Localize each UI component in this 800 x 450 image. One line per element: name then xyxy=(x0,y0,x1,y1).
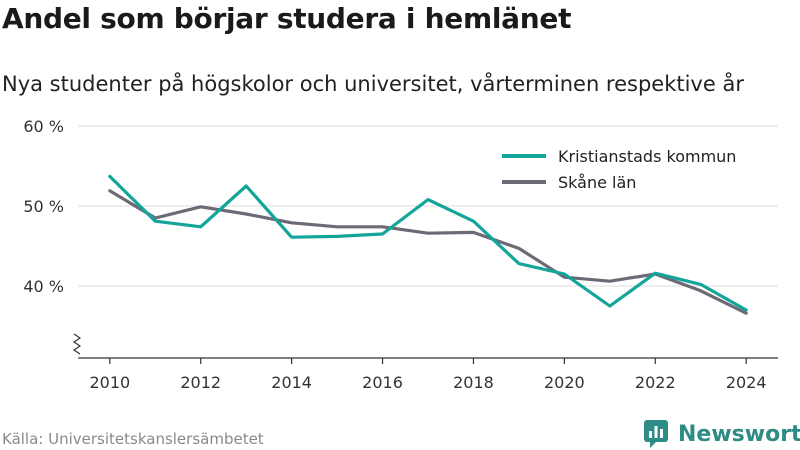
axis-break-icon xyxy=(72,333,82,355)
x-axis: 2010 2012 2014 2016 2018 2020 2022 2024 xyxy=(78,357,778,392)
chart-title: Andel som börjar studera i hemlänet xyxy=(2,2,572,35)
brand-name: Newsworthy xyxy=(678,421,800,447)
y-tick-label: 40 % xyxy=(23,277,64,296)
x-tick-label: 2016 xyxy=(362,373,403,392)
x-tick-label: 2010 xyxy=(89,373,130,392)
y-axis-ticks: 60 % 50 % 40 % xyxy=(23,117,82,355)
y-tick-label: 60 % xyxy=(23,117,64,136)
series-lines xyxy=(108,174,748,315)
source-note: Källa: Universitetskanslersämbetet xyxy=(2,430,264,448)
legend-label: Skåne län xyxy=(558,173,636,192)
y-tick-label: 50 % xyxy=(23,197,64,216)
legend: Kristianstads kommun Skåne län xyxy=(502,147,736,192)
legend-label: Kristianstads kommun xyxy=(558,147,736,166)
gridlines xyxy=(78,125,778,287)
x-tick-label: 2018 xyxy=(453,373,494,392)
brand-logo: Newsworthy xyxy=(644,420,800,448)
chart-subtitle: Nya studenter på högskolor och universit… xyxy=(2,72,744,96)
x-tick-label: 2014 xyxy=(271,373,312,392)
newsworthy-logo-icon xyxy=(644,420,668,448)
series-line xyxy=(108,189,748,315)
series-line xyxy=(108,174,748,312)
x-tick-label: 2020 xyxy=(544,373,585,392)
x-tick-label: 2012 xyxy=(180,373,221,392)
x-tick-label: 2022 xyxy=(635,373,676,392)
x-tick-label: 2024 xyxy=(726,373,767,392)
